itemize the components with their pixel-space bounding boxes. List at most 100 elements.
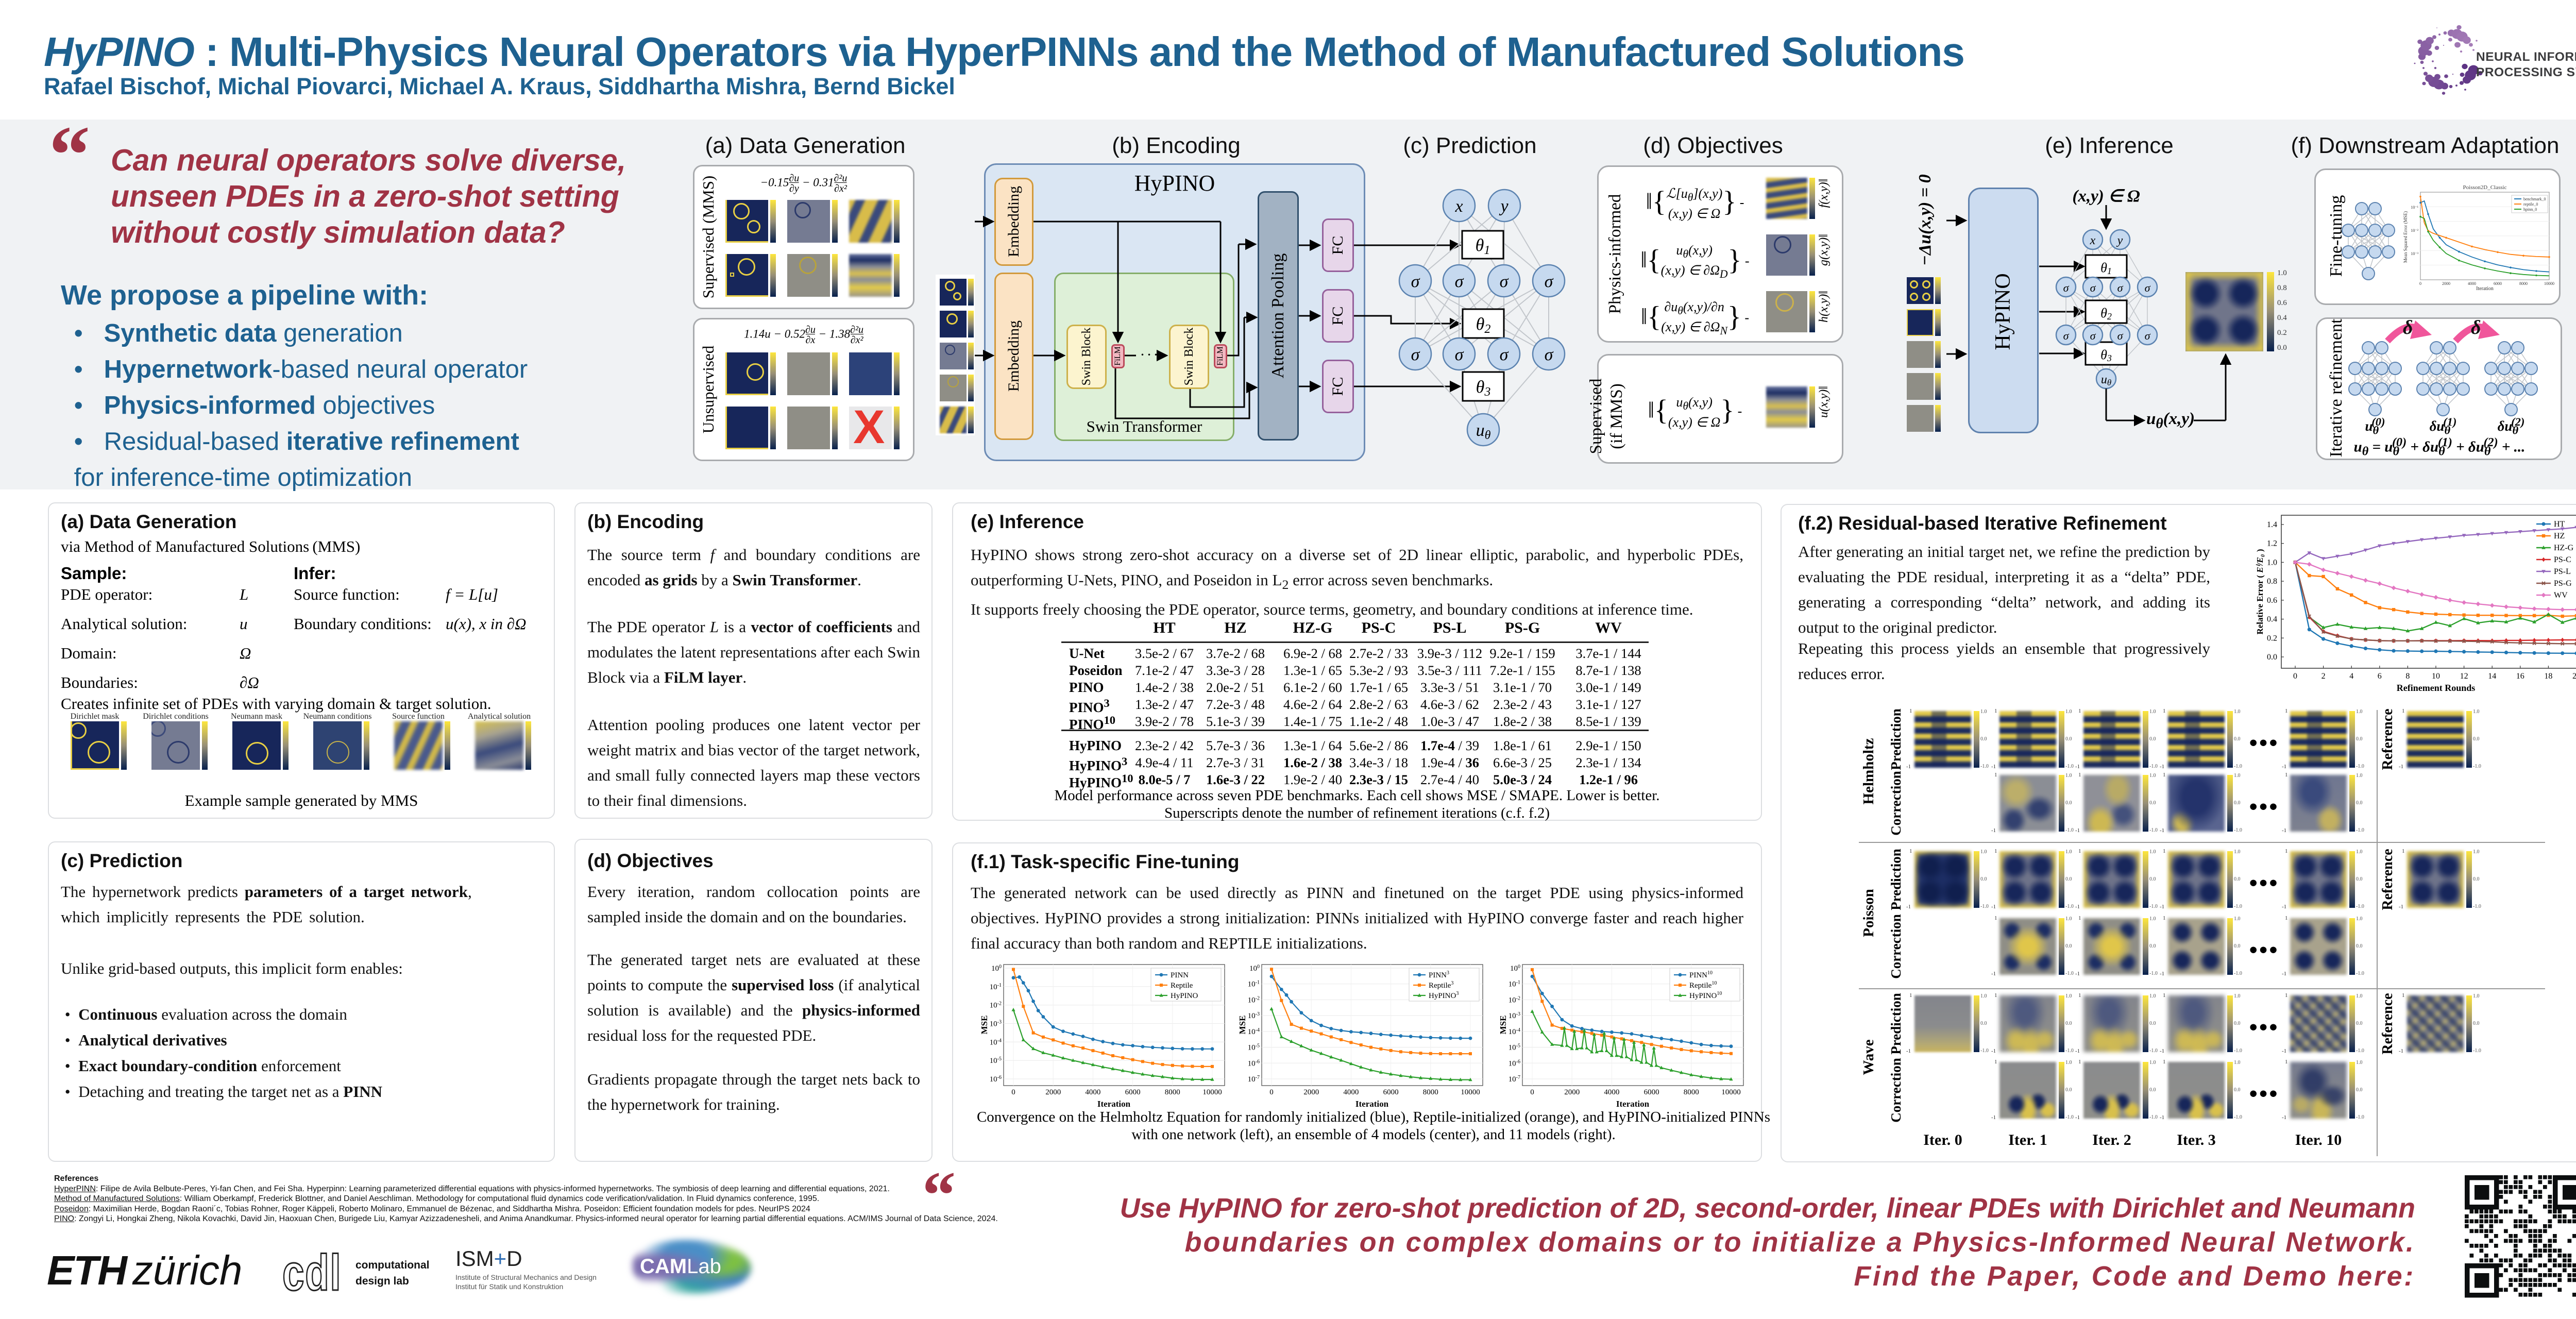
- svg-text:2000: 2000: [1303, 1088, 1319, 1096]
- svg-text:6000: 6000: [1125, 1088, 1141, 1096]
- svg-text:10-4: 10-4: [990, 1038, 1002, 1046]
- svg-text:PS-L: PS-L: [2554, 567, 2571, 576]
- svg-text:δ: δ: [2403, 317, 2413, 339]
- svg-text:MSE: MSE: [1239, 1016, 1247, 1035]
- svg-text:Relative Error ( Eⁱ/E₀ ): Relative Error ( Eⁱ/E₀ ): [2256, 549, 2265, 634]
- svg-text:MSE: MSE: [981, 1016, 989, 1035]
- svg-text:10-4: 10-4: [1248, 1027, 1260, 1036]
- svg-text:Iteration: Iteration: [1355, 1099, 1389, 1109]
- svg-text:16: 16: [2516, 672, 2524, 681]
- svg-text:8000: 8000: [2519, 281, 2528, 286]
- svg-text:benchmark_0: benchmark_0: [2523, 197, 2546, 201]
- svg-text:Poisson2D_Classic: Poisson2D_Classic: [2463, 184, 2507, 191]
- svg-text:6: 6: [2378, 672, 2382, 681]
- svg-text:0: 0: [2419, 281, 2421, 286]
- svg-text:σ: σ: [2117, 281, 2124, 294]
- svg-text:WV: WV: [2554, 591, 2568, 600]
- svg-text:σ: σ: [1500, 345, 1509, 364]
- svg-text:100: 100: [1249, 964, 1260, 973]
- svg-text:σ: σ: [1411, 272, 1420, 291]
- svg-text:σ: σ: [1500, 272, 1509, 291]
- svg-text:HyPINO10: HyPINO10: [1689, 991, 1722, 1000]
- svg-text:HyPINO3: HyPINO3: [1429, 991, 1459, 1000]
- svg-text:8000: 8000: [1684, 1088, 1699, 1096]
- svg-text:σ: σ: [1455, 345, 1464, 364]
- svg-text:PS-C: PS-C: [2554, 555, 2571, 564]
- svg-text:100: 100: [991, 964, 1002, 973]
- svg-text:0: 0: [1530, 1088, 1534, 1096]
- svg-text:10-3: 10-3: [1248, 1011, 1260, 1020]
- svg-text:δ: δ: [2471, 317, 2481, 339]
- svg-text:y: y: [2116, 234, 2123, 247]
- svg-text:Mean Squared Error (MSE): Mean Squared Error (MSE): [2403, 211, 2408, 263]
- svg-text:σ: σ: [1545, 272, 1554, 291]
- svg-text:0.4: 0.4: [2267, 615, 2277, 624]
- svg-text:HT: HT: [2554, 520, 2565, 529]
- svg-text:4000: 4000: [1343, 1088, 1359, 1096]
- svg-text:4000: 4000: [2468, 281, 2476, 286]
- svg-text:10-6: 10-6: [1248, 1059, 1260, 1068]
- svg-text:2000: 2000: [1045, 1088, 1061, 1096]
- svg-text:hpinn_0: hpinn_0: [2523, 207, 2537, 212]
- svg-text:10-2: 10-2: [1248, 995, 1260, 1004]
- svg-text:σ: σ: [1411, 345, 1420, 364]
- svg-text:10-5: 10-5: [1248, 1043, 1260, 1052]
- svg-text:σ: σ: [2090, 281, 2096, 294]
- svg-text:σ: σ: [2145, 281, 2151, 294]
- svg-text:4000: 4000: [1604, 1088, 1619, 1096]
- svg-text:6000: 6000: [1644, 1088, 1659, 1096]
- svg-text:σ: σ: [2117, 329, 2124, 342]
- svg-text:0.8: 0.8: [2267, 577, 2277, 586]
- svg-text:10-7: 10-7: [1509, 1075, 1520, 1084]
- svg-text:10-3: 10-3: [990, 1020, 1002, 1028]
- svg-text:10-5: 10-5: [1509, 1043, 1520, 1052]
- svg-text:σ: σ: [2145, 329, 2151, 342]
- svg-text:100: 100: [1510, 964, 1520, 973]
- svg-text:x: x: [1454, 197, 1463, 216]
- svg-text:σ: σ: [1455, 272, 1464, 291]
- svg-text:4: 4: [2349, 672, 2353, 681]
- svg-text:10-3: 10-3: [1509, 1011, 1520, 1020]
- svg-text:14: 14: [2488, 672, 2496, 681]
- svg-text:MSE: MSE: [1500, 1016, 1508, 1035]
- svg-text:PS-G: PS-G: [2554, 579, 2572, 588]
- svg-text:10-5: 10-5: [990, 1056, 1002, 1065]
- svg-text:PINN: PINN: [1171, 971, 1189, 979]
- svg-text:2000: 2000: [2442, 281, 2450, 286]
- svg-text:10: 10: [2432, 672, 2440, 681]
- svg-text:18: 18: [2544, 672, 2552, 681]
- svg-text:σ: σ: [2063, 329, 2070, 342]
- svg-text:1.4: 1.4: [2267, 520, 2277, 529]
- svg-text:0.6: 0.6: [2267, 596, 2277, 605]
- svg-text:2000: 2000: [1564, 1088, 1580, 1096]
- svg-text:10000: 10000: [1461, 1088, 1480, 1096]
- svg-text:6000: 6000: [2494, 281, 2502, 286]
- svg-text:2: 2: [2321, 672, 2326, 681]
- svg-text:6000: 6000: [1383, 1088, 1399, 1096]
- svg-text:1.0: 1.0: [2267, 558, 2277, 567]
- svg-text:σ: σ: [2063, 281, 2070, 294]
- svg-text:PINN3: PINN3: [1429, 970, 1449, 979]
- svg-text:10-1: 10-1: [1509, 980, 1520, 989]
- svg-text:Iteration: Iteration: [1097, 1099, 1131, 1109]
- svg-text:10000: 10000: [1721, 1088, 1741, 1096]
- svg-text:0.0: 0.0: [2267, 653, 2277, 662]
- svg-text:10⁻³: 10⁻³: [2411, 251, 2418, 256]
- svg-text:10000: 10000: [1202, 1088, 1222, 1096]
- svg-text:Reptile3: Reptile3: [1429, 980, 1453, 990]
- svg-text:Reptile10: Reptile10: [1689, 980, 1717, 990]
- svg-text:1.2: 1.2: [2267, 539, 2277, 548]
- svg-text:8000: 8000: [1423, 1088, 1438, 1096]
- svg-text:4000: 4000: [1085, 1088, 1100, 1096]
- svg-text:Reptile: Reptile: [1171, 982, 1193, 990]
- svg-text:12: 12: [2460, 672, 2468, 681]
- svg-text:0.2: 0.2: [2267, 634, 2277, 642]
- svg-text:10-4: 10-4: [1509, 1027, 1520, 1036]
- svg-text:x: x: [2090, 234, 2096, 247]
- svg-text:0: 0: [1269, 1088, 1274, 1096]
- svg-text:Iteration: Iteration: [1616, 1099, 1650, 1109]
- svg-text:10-7: 10-7: [1248, 1075, 1260, 1084]
- svg-text:HyPINO: HyPINO: [1171, 992, 1198, 1000]
- svg-text:10000: 10000: [2544, 281, 2554, 286]
- svg-text:σ: σ: [1545, 345, 1554, 364]
